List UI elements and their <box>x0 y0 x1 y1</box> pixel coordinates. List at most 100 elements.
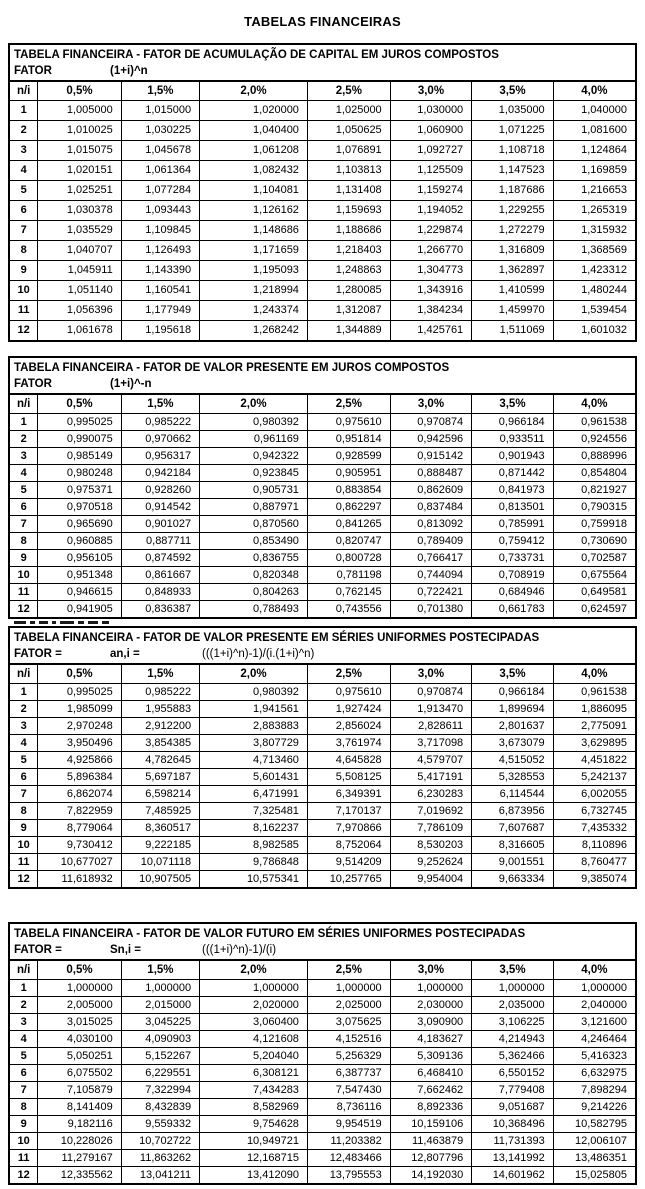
column-header-rate: 3,5% <box>471 393 554 414</box>
factor-value: 0,985149 <box>37 447 122 465</box>
factor-value: 1,539454 <box>552 300 637 321</box>
factor-value: 0,933511 <box>471 430 554 448</box>
factor-value: 13,412090 <box>199 1166 308 1185</box>
table-grid: TABELA FINANCEIRA - FATOR DE VALOR FUTUR… <box>8 922 637 1185</box>
factor-value: 1,030225 <box>120 120 201 141</box>
factor-value: 1,601032 <box>552 320 637 342</box>
table-row: 2 2,005000 2,015000 2,020000 2,025000 2,03000… <box>8 996 637 1014</box>
factor-value: 1,169859 <box>552 160 637 181</box>
table-row: 12 1,061678 1,195618 1,268242 1,344889 1,4257… <box>8 320 637 342</box>
factor-value: 9,252624 <box>389 853 473 871</box>
factor-value: 6,471991 <box>199 785 308 803</box>
factor-value: 0,980392 <box>199 683 308 701</box>
factor-value: 0,848933 <box>120 583 201 601</box>
factor-value: 0,995025 <box>37 683 122 701</box>
period-number: 11 <box>8 300 39 321</box>
factor-value: 2,801637 <box>471 717 554 735</box>
column-header-rate: 2,5% <box>306 959 391 980</box>
table-row: 5 5,050251 5,152267 5,204040 5,256329 5,30913… <box>8 1047 637 1065</box>
factor-value: 9,051687 <box>471 1098 554 1116</box>
factor-value: 1,126162 <box>199 200 308 221</box>
factor-value: 10,702722 <box>120 1132 201 1150</box>
period-number: 12 <box>8 870 39 889</box>
factor-value: 8,432839 <box>120 1098 201 1116</box>
factor-value: 0,841265 <box>306 515 391 533</box>
period-number: 11 <box>8 853 39 871</box>
factor-value: 1,015000 <box>120 100 201 121</box>
period-number: 1 <box>8 413 39 431</box>
factor-value: 1,030000 <box>389 100 473 121</box>
factor-value: 0,837484 <box>389 498 473 516</box>
factor-value: 4,515052 <box>471 751 554 769</box>
table-title-cell: TABELA FINANCEIRA - FATOR DE ACUMULAÇÃO … <box>8 43 637 82</box>
factor-value: 0,956105 <box>37 549 122 567</box>
factor-value: 1,035529 <box>37 220 122 241</box>
factor-value: 0,820747 <box>306 532 391 550</box>
factor-value: 0,874592 <box>120 549 201 567</box>
factor-value: 0,853490 <box>199 532 308 550</box>
table-row: 2 0,990075 0,970662 0,961169 0,951814 0,94259… <box>8 430 637 448</box>
factor-value: 0,951348 <box>37 566 122 584</box>
period-number: 11 <box>8 583 39 601</box>
factor-value: 2,040000 <box>552 996 637 1014</box>
factor-value: 1,216653 <box>552 180 637 201</box>
factor-value: 1,061364 <box>120 160 201 181</box>
financial-table-2: TABELA FINANCEIRA - FATOR DE VALOR PRESE… <box>8 356 637 619</box>
factor-value: 9,559332 <box>120 1115 201 1133</box>
table-grid: TABELA FINANCEIRA - FATOR DE VALOR PRESE… <box>8 626 637 889</box>
period-number: 4 <box>8 464 39 482</box>
factor-value: 8,582969 <box>199 1098 308 1116</box>
factor-value: 11,863262 <box>120 1149 201 1167</box>
factor-value: 1,913470 <box>389 700 473 718</box>
factor-value: 5,508125 <box>306 768 391 786</box>
factor-value: 7,607687 <box>471 819 554 837</box>
factor-value: 0,841973 <box>471 481 554 499</box>
factor-value: 4,579707 <box>389 751 473 769</box>
period-number: 8 <box>8 240 39 261</box>
factor-value: 0,708919 <box>471 566 554 584</box>
column-header-rate: 2,5% <box>306 393 391 414</box>
factor-value: 1,195093 <box>199 260 308 281</box>
factor-value: 0,730690 <box>552 532 637 550</box>
column-header-rate: 4,0% <box>552 959 637 980</box>
period-number: 3 <box>8 140 39 161</box>
factor-value: 1,076891 <box>306 140 391 161</box>
factor-value: 4,183627 <box>389 1030 473 1048</box>
factor-value: 13,486351 <box>552 1149 637 1167</box>
factor-value: 0,684946 <box>471 583 554 601</box>
factor-value: 9,214226 <box>552 1098 637 1116</box>
factor-value: 0,995025 <box>37 413 122 431</box>
factor-value: 7,970866 <box>306 819 391 837</box>
factor-value: 2,856024 <box>306 717 391 735</box>
factor-value: 1,040400 <box>199 120 308 141</box>
column-header-row: n/i 0,5% 1,5% 2,0% 2,5% 3,0% 3,5% 4,0% <box>8 80 637 101</box>
period-number: 7 <box>8 515 39 533</box>
factor-value: 0,887711 <box>120 532 201 550</box>
factor-value: 13,795553 <box>306 1166 391 1185</box>
text-fragment <box>14 621 26 624</box>
factor-value: 0,836387 <box>120 600 201 619</box>
column-header-rate: 3,5% <box>471 663 554 684</box>
factor-value: 1,160541 <box>120 280 201 301</box>
factor-value: 6,632975 <box>552 1064 637 1082</box>
factor-value: 7,786109 <box>389 819 473 837</box>
factor-value: 0,980392 <box>199 413 308 431</box>
period-number: 6 <box>8 1064 39 1082</box>
period-number: 1 <box>8 979 39 997</box>
page-title: TABELAS FINANCEIRAS <box>244 14 401 29</box>
factor-value: 9,754628 <box>199 1115 308 1133</box>
factor-value: 8,752064 <box>306 836 391 854</box>
factor-value: 0,905951 <box>306 464 391 482</box>
factor-value: 0,951814 <box>306 430 391 448</box>
factor-value: 0,861667 <box>120 566 201 584</box>
financial-table-1: TABELA FINANCEIRA - FATOR DE ACUMULAÇÃO … <box>8 43 637 342</box>
table-row: 12 11,618932 10,907505 10,575341 10,257765 9,… <box>8 870 637 889</box>
column-header-rate: 4,0% <box>552 393 637 414</box>
period-number: 5 <box>8 481 39 499</box>
column-header-rate: 1,5% <box>120 959 201 980</box>
column-header-rate: 4,0% <box>552 663 637 684</box>
factor-value: 1,005000 <box>37 100 122 121</box>
column-header-rate: 3,0% <box>389 393 473 414</box>
factor-value: 1,045678 <box>120 140 201 161</box>
